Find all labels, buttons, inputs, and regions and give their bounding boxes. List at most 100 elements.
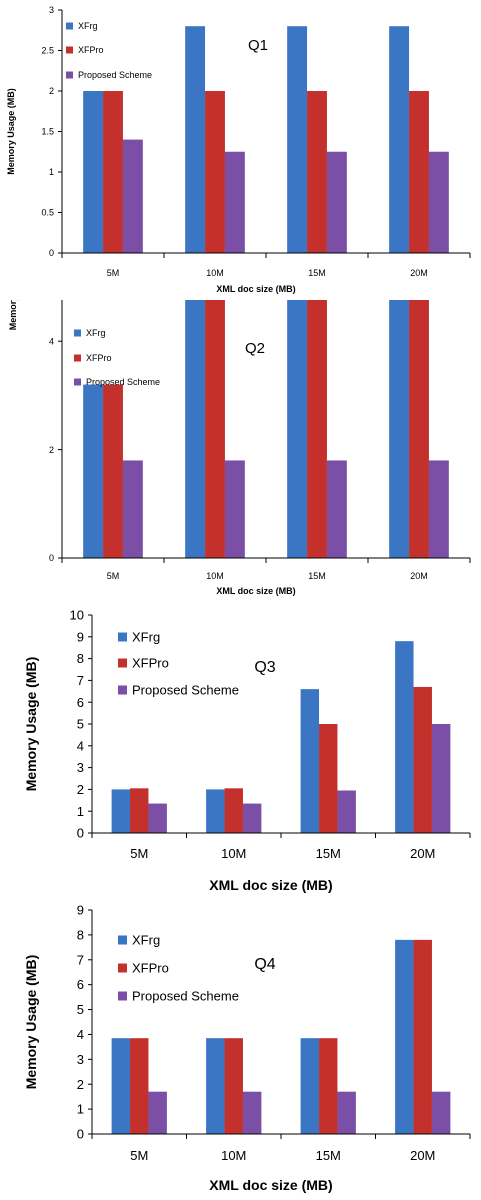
legend-label: XFPro bbox=[86, 353, 112, 363]
bar-proposed-scheme-15m bbox=[337, 790, 356, 833]
y-tick-label: 10 bbox=[70, 608, 84, 623]
y-tick-label: 4 bbox=[77, 738, 84, 753]
bar-xfrg-5m bbox=[111, 1038, 131, 1134]
legend-swatch bbox=[118, 963, 127, 973]
chart-title: Q1 bbox=[248, 37, 268, 54]
bar-xfpro-20m bbox=[409, 91, 429, 253]
bar-xfpro-15m bbox=[307, 287, 327, 558]
legend-label: XFPro bbox=[132, 656, 169, 671]
bar-xfpro-15m bbox=[319, 1038, 338, 1134]
x-tick-label: 20M bbox=[410, 571, 428, 581]
bar-proposed-scheme-20m bbox=[431, 1091, 451, 1134]
x-tick-label: 15M bbox=[308, 571, 326, 581]
x-axis-label: XML doc size (MB) bbox=[216, 586, 295, 596]
x-tick-label: 20M bbox=[410, 846, 435, 861]
y-tick-label: 4 bbox=[77, 1027, 84, 1042]
legend-label: Proposed Scheme bbox=[86, 377, 160, 387]
bar-xfpro-5m bbox=[103, 384, 123, 558]
bar-xfrg-20m bbox=[389, 135, 410, 559]
bar-xfrg-5m bbox=[83, 91, 104, 253]
bar-xfpro-15m bbox=[319, 724, 338, 833]
legend-label: XFPro bbox=[78, 45, 104, 55]
y-tick-label: 8 bbox=[77, 927, 84, 942]
legend-swatch bbox=[118, 632, 127, 642]
chart-title: Q3 bbox=[254, 659, 275, 676]
bar-xfpro-5m bbox=[103, 91, 123, 253]
y-tick-label: 2 bbox=[49, 86, 54, 96]
bar-xfrg-5m bbox=[83, 384, 104, 558]
chart-q3: 0 1 2 3 4 5 6 7 8 9 10 5M 10M 15M 20M XML doc size (MB)… bbox=[23, 608, 471, 893]
y-tick-label: 8 bbox=[77, 651, 84, 666]
y-tick-label: 1.5 bbox=[41, 127, 54, 137]
x-tick-label: 5M bbox=[107, 571, 120, 581]
y-tick-label: 4 bbox=[49, 336, 54, 346]
y-tick-label: 3 bbox=[77, 760, 84, 775]
bar-xfrg-10m bbox=[206, 789, 225, 833]
chart-title: Q2 bbox=[245, 340, 265, 357]
y-tick-label: 3 bbox=[49, 5, 54, 15]
chart-panel-q1: 0 0.5 1 1.5 2 2.5 3 5M 10M 15M 20M XML doc size (MB… bbox=[0, 0, 481, 300]
bar-xfpro-20m bbox=[413, 939, 432, 1134]
chart-q4: 0 1 2 3 4 5 6 7 8 9 5M 10M 15M 20M XML doc size (MB) Me… bbox=[23, 903, 471, 1193]
legend-swatch bbox=[66, 46, 73, 54]
x-tick-label: 15M bbox=[308, 268, 326, 278]
legend-swatch bbox=[74, 329, 81, 337]
y-tick-label: 0 bbox=[49, 553, 54, 563]
y-tick-label: 5 bbox=[77, 717, 84, 732]
x-tick-label: 10M bbox=[206, 268, 224, 278]
bar-proposed-scheme-5m bbox=[148, 803, 167, 833]
y-tick-label: 6 bbox=[77, 977, 84, 992]
chart-q1: 0 0.5 1 1.5 2 2.5 3 5M 10M 15M 20M XML doc size (MB… bbox=[6, 5, 471, 294]
y-axis-label: Memory Usage (MB) bbox=[8, 300, 18, 330]
legend-swatch bbox=[118, 658, 127, 668]
legend-label: Proposed Scheme bbox=[132, 683, 239, 698]
bar-xfpro-20m bbox=[409, 135, 429, 559]
legend-swatch bbox=[118, 685, 127, 695]
bar-proposed-scheme-15m bbox=[337, 1091, 356, 1134]
x-axis-label: XML doc size (MB) bbox=[209, 877, 332, 893]
bar-proposed-scheme-10m bbox=[242, 803, 262, 833]
bar-proposed-scheme-10m bbox=[242, 1091, 262, 1134]
legend-label: XFPro bbox=[132, 961, 169, 976]
legend-label: XFrg bbox=[132, 933, 160, 948]
y-axis-label: Memory Usage (MB) bbox=[6, 88, 16, 175]
x-axis-label: XML doc size (MB) bbox=[209, 1177, 332, 1193]
legend-swatch bbox=[74, 378, 81, 386]
legend-swatch bbox=[118, 935, 127, 945]
y-tick-label: 0.5 bbox=[41, 208, 54, 218]
chart-panel-q3: 0 1 2 3 4 5 6 7 8 9 10 5M 10M 15M 20M XML doc size (MB)… bbox=[0, 602, 481, 900]
bar-xfrg-15m bbox=[300, 1038, 320, 1134]
y-tick-label: 2 bbox=[77, 1077, 84, 1092]
bar-xfpro-10m bbox=[224, 788, 243, 833]
bar-proposed-scheme-10m bbox=[224, 151, 245, 253]
bar-proposed-scheme-20m bbox=[431, 724, 451, 833]
bar-xfpro-5m bbox=[130, 1038, 149, 1134]
bar-xfpro-5m bbox=[130, 788, 149, 833]
legend-swatch bbox=[66, 71, 73, 79]
bar-xfrg-10m bbox=[206, 1038, 225, 1134]
x-tick-label: 15M bbox=[316, 846, 341, 861]
x-tick-label: 20M bbox=[410, 1148, 435, 1163]
y-tick-label: 0 bbox=[77, 826, 84, 841]
chart-panel-q2: 02468105M10M15M20MXML doc size (MB)Memor… bbox=[0, 11, 481, 602]
x-tick-label: 5M bbox=[107, 268, 120, 278]
legend-label: XFrg bbox=[78, 21, 98, 31]
bar-xfpro-10m bbox=[205, 287, 225, 558]
x-tick-label: 5M bbox=[130, 1148, 148, 1163]
bar-xfrg-15m bbox=[287, 135, 308, 559]
x-tick-label: 5M bbox=[130, 846, 148, 861]
chart-panel-q4: 0 1 2 3 4 5 6 7 8 9 5M 10M 15M 20M XML doc size (MB) Me… bbox=[0, 900, 481, 1195]
bar-xfrg-15m bbox=[287, 26, 308, 254]
bar-proposed-scheme-5m bbox=[122, 460, 143, 558]
bar-xfrg-20m bbox=[389, 26, 410, 254]
y-tick-label: 6 bbox=[77, 695, 84, 710]
x-tick-label: 20M bbox=[410, 268, 428, 278]
y-axis-label: Memory Usage (MB) bbox=[23, 955, 39, 1090]
y-tick-label: 1 bbox=[77, 804, 84, 819]
bar-proposed-scheme-15m bbox=[326, 151, 347, 253]
legend-label: Proposed Scheme bbox=[78, 70, 152, 80]
y-tick-label: 2 bbox=[49, 445, 54, 455]
y-tick-label: 0 bbox=[77, 1127, 84, 1142]
bar-proposed-scheme-5m bbox=[122, 139, 143, 253]
bar-proposed-scheme-20m bbox=[428, 151, 449, 253]
